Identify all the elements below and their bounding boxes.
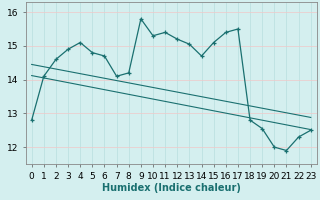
X-axis label: Humidex (Indice chaleur): Humidex (Indice chaleur) xyxy=(102,183,241,193)
